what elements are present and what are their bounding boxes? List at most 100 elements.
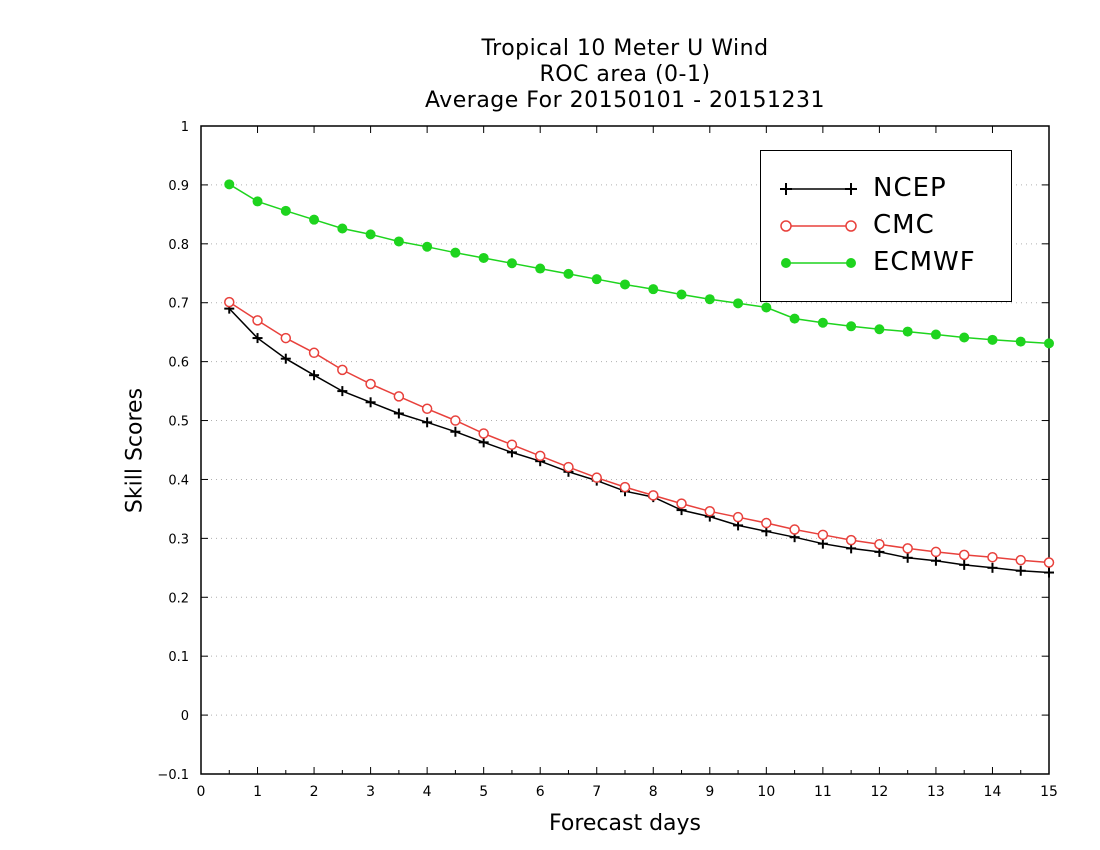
x-tick-label: 11 bbox=[814, 784, 832, 800]
title-line-1: Tropical 10 Meter U Wind bbox=[481, 36, 769, 61]
data-point bbox=[337, 223, 348, 234]
x-tick-label: 6 bbox=[536, 784, 545, 800]
x-tick-label: 1 bbox=[253, 784, 262, 800]
series-ncep bbox=[224, 303, 1054, 578]
data-point bbox=[620, 279, 630, 290]
legend-label-ncep: NCEP bbox=[873, 173, 947, 203]
data-point bbox=[987, 551, 998, 563]
data-point bbox=[1015, 336, 1026, 347]
series-layer bbox=[224, 179, 1055, 578]
data-point bbox=[422, 417, 433, 428]
data-point bbox=[930, 555, 941, 566]
data-point bbox=[534, 450, 546, 462]
data-point bbox=[535, 263, 546, 274]
y-tick-label: 1 bbox=[181, 120, 189, 135]
data-point bbox=[902, 543, 913, 554]
legend-swatch-cmc bbox=[780, 220, 857, 232]
data-point bbox=[817, 538, 828, 549]
data-point bbox=[930, 329, 941, 340]
series-line-ncep bbox=[228, 308, 1050, 574]
data-point bbox=[676, 498, 687, 509]
data-point bbox=[817, 529, 829, 541]
y-tick-label: 0.6 bbox=[168, 356, 189, 371]
x-tick-label: 9 bbox=[705, 784, 714, 800]
data-point bbox=[252, 333, 263, 344]
y-tick-label: 0.7 bbox=[168, 297, 189, 312]
data-point bbox=[704, 294, 715, 305]
data-point bbox=[874, 539, 885, 550]
data-point bbox=[309, 370, 320, 381]
data-point bbox=[591, 472, 602, 483]
y-tick-label: −0.1 bbox=[157, 768, 189, 783]
data-point bbox=[648, 284, 659, 295]
data-point bbox=[365, 397, 376, 408]
data-point bbox=[309, 214, 320, 225]
y-tick-label: 0.3 bbox=[168, 532, 189, 547]
data-point bbox=[224, 296, 235, 308]
data-point bbox=[422, 241, 433, 252]
x-tick-label: 12 bbox=[870, 784, 888, 800]
y-tick-label: 0.2 bbox=[168, 591, 189, 606]
data-point bbox=[902, 552, 913, 563]
data-point bbox=[987, 562, 998, 573]
data-point bbox=[478, 252, 489, 263]
data-point bbox=[902, 326, 913, 337]
data-point bbox=[1015, 554, 1026, 566]
legend-swatch-ecmwf bbox=[781, 258, 856, 268]
data-point bbox=[280, 332, 292, 344]
data-point bbox=[648, 490, 659, 501]
series-line-cmc bbox=[228, 301, 1050, 564]
data-point bbox=[506, 258, 517, 269]
data-point bbox=[591, 274, 602, 285]
x-tick-label: 2 bbox=[310, 784, 319, 800]
data-point bbox=[789, 313, 800, 324]
data-point bbox=[959, 332, 970, 343]
data-point bbox=[959, 559, 970, 570]
data-point bbox=[1044, 567, 1054, 578]
legend-swatches bbox=[780, 183, 857, 268]
data-point bbox=[252, 196, 263, 207]
legend-swatch-ncep bbox=[780, 183, 857, 195]
data-point bbox=[761, 302, 772, 313]
data-point bbox=[280, 353, 291, 364]
data-point bbox=[450, 426, 461, 437]
x-tick-label: 7 bbox=[592, 784, 601, 800]
data-point bbox=[280, 205, 291, 216]
x-tick-label: 10 bbox=[757, 784, 775, 800]
data-point bbox=[563, 268, 574, 279]
data-point bbox=[930, 546, 942, 558]
x-tick-label: 8 bbox=[649, 784, 658, 800]
series-ecmwf bbox=[224, 179, 1054, 349]
data-point bbox=[1044, 338, 1054, 349]
data-point bbox=[478, 428, 489, 439]
data-point bbox=[450, 415, 461, 426]
data-point bbox=[987, 334, 998, 345]
legend-label-ecmwf: ECMWF bbox=[873, 247, 976, 277]
data-point bbox=[733, 298, 744, 309]
series-cmc bbox=[224, 296, 1055, 568]
data-point bbox=[676, 289, 687, 300]
data-point bbox=[337, 364, 348, 376]
legend: NCEP CMC ECMWF bbox=[760, 150, 1012, 302]
data-point bbox=[761, 517, 772, 529]
tick-layer: −0.100.10.20.30.40.50.60.70.80.910 1 2 3 4 5 6… bbox=[157, 120, 1057, 800]
data-point bbox=[789, 524, 800, 535]
data-point bbox=[958, 549, 970, 561]
data-point bbox=[337, 386, 348, 397]
x-tick-label: 0 bbox=[197, 784, 206, 800]
data-point bbox=[365, 229, 376, 240]
data-point bbox=[619, 481, 631, 493]
data-point bbox=[846, 321, 857, 332]
data-point bbox=[308, 347, 320, 359]
title-line-2: ROC area (0-1) bbox=[539, 62, 711, 87]
data-point bbox=[393, 408, 404, 419]
x-tick-label: 4 bbox=[423, 784, 432, 800]
data-point bbox=[393, 236, 404, 247]
data-point bbox=[874, 324, 885, 335]
data-point bbox=[506, 439, 518, 450]
y-tick-label: 0.5 bbox=[168, 415, 189, 430]
legend-label-cmc: CMC bbox=[873, 210, 935, 240]
x-axis-label: Forecast days bbox=[548, 811, 701, 836]
data-point bbox=[704, 506, 716, 517]
